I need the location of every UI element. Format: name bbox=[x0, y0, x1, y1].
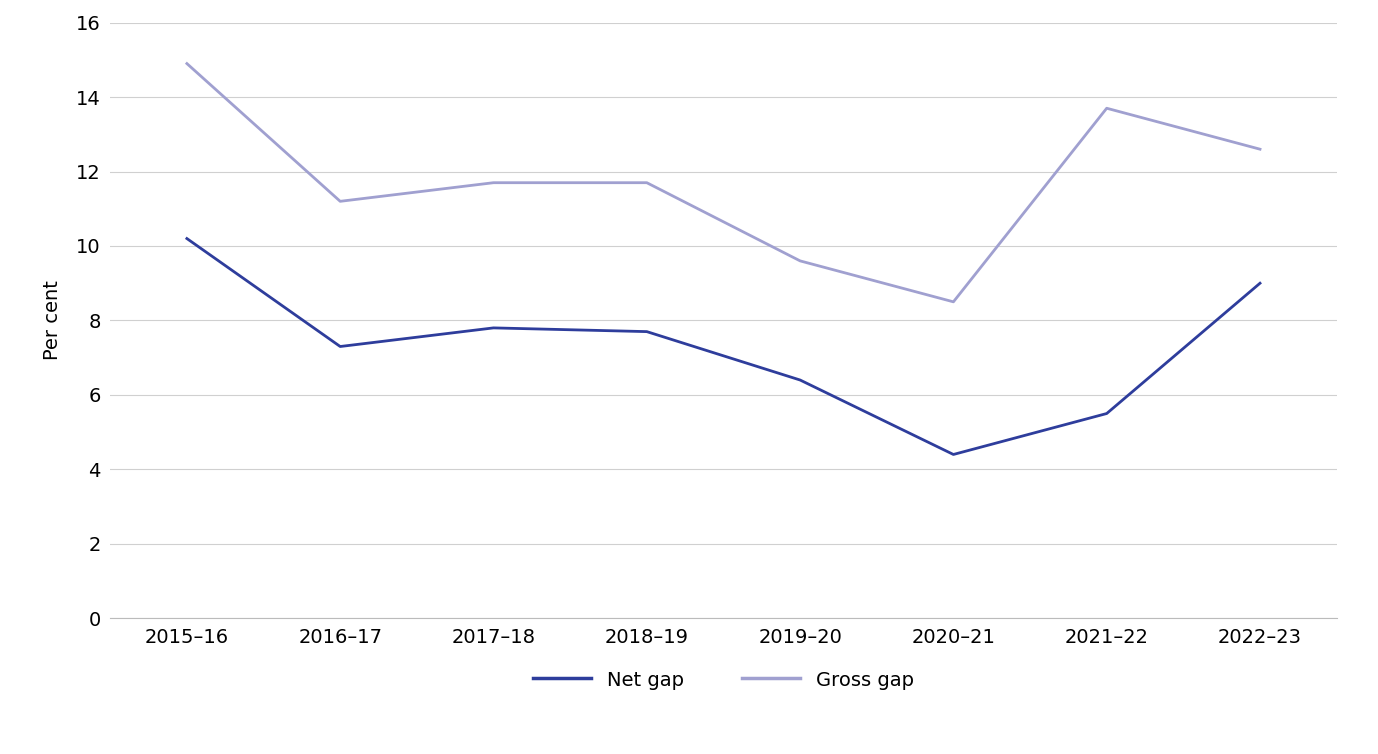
Y-axis label: Per cent: Per cent bbox=[43, 280, 62, 360]
Legend: Net gap, Gross gap: Net gap, Gross gap bbox=[525, 663, 922, 698]
